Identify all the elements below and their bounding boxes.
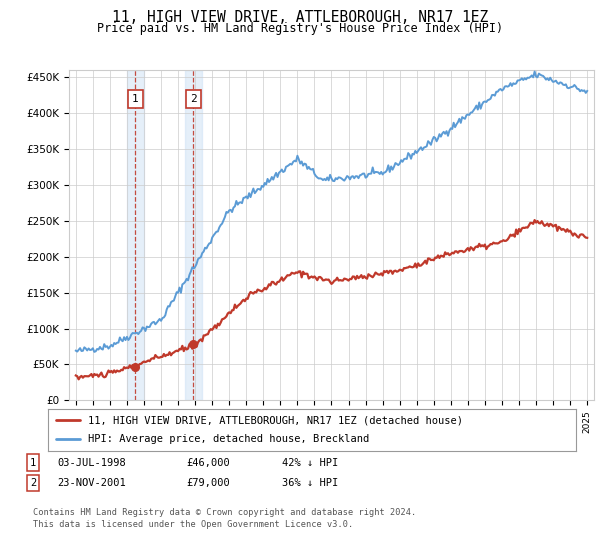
Text: 36% ↓ HPI: 36% ↓ HPI xyxy=(282,478,338,488)
Text: £46,000: £46,000 xyxy=(186,458,230,468)
Text: This data is licensed under the Open Government Licence v3.0.: This data is licensed under the Open Gov… xyxy=(33,520,353,529)
Text: HPI: Average price, detached house, Breckland: HPI: Average price, detached house, Brec… xyxy=(88,435,369,445)
Text: 23-NOV-2001: 23-NOV-2001 xyxy=(57,478,126,488)
Text: 11, HIGH VIEW DRIVE, ATTLEBOROUGH, NR17 1EZ: 11, HIGH VIEW DRIVE, ATTLEBOROUGH, NR17 … xyxy=(112,10,488,25)
Text: 1: 1 xyxy=(132,94,139,104)
Text: 2: 2 xyxy=(190,94,197,104)
Bar xyxy=(127,70,144,400)
Text: Contains HM Land Registry data © Crown copyright and database right 2024.: Contains HM Land Registry data © Crown c… xyxy=(33,508,416,517)
Text: £79,000: £79,000 xyxy=(186,478,230,488)
Text: Price paid vs. HM Land Registry's House Price Index (HPI): Price paid vs. HM Land Registry's House … xyxy=(97,22,503,35)
Text: 1: 1 xyxy=(30,458,36,468)
Bar xyxy=(185,70,202,400)
Text: 03-JUL-1998: 03-JUL-1998 xyxy=(57,458,126,468)
Text: 42% ↓ HPI: 42% ↓ HPI xyxy=(282,458,338,468)
Text: 11, HIGH VIEW DRIVE, ATTLEBOROUGH, NR17 1EZ (detached house): 11, HIGH VIEW DRIVE, ATTLEBOROUGH, NR17 … xyxy=(88,415,463,425)
Text: 2: 2 xyxy=(30,478,36,488)
